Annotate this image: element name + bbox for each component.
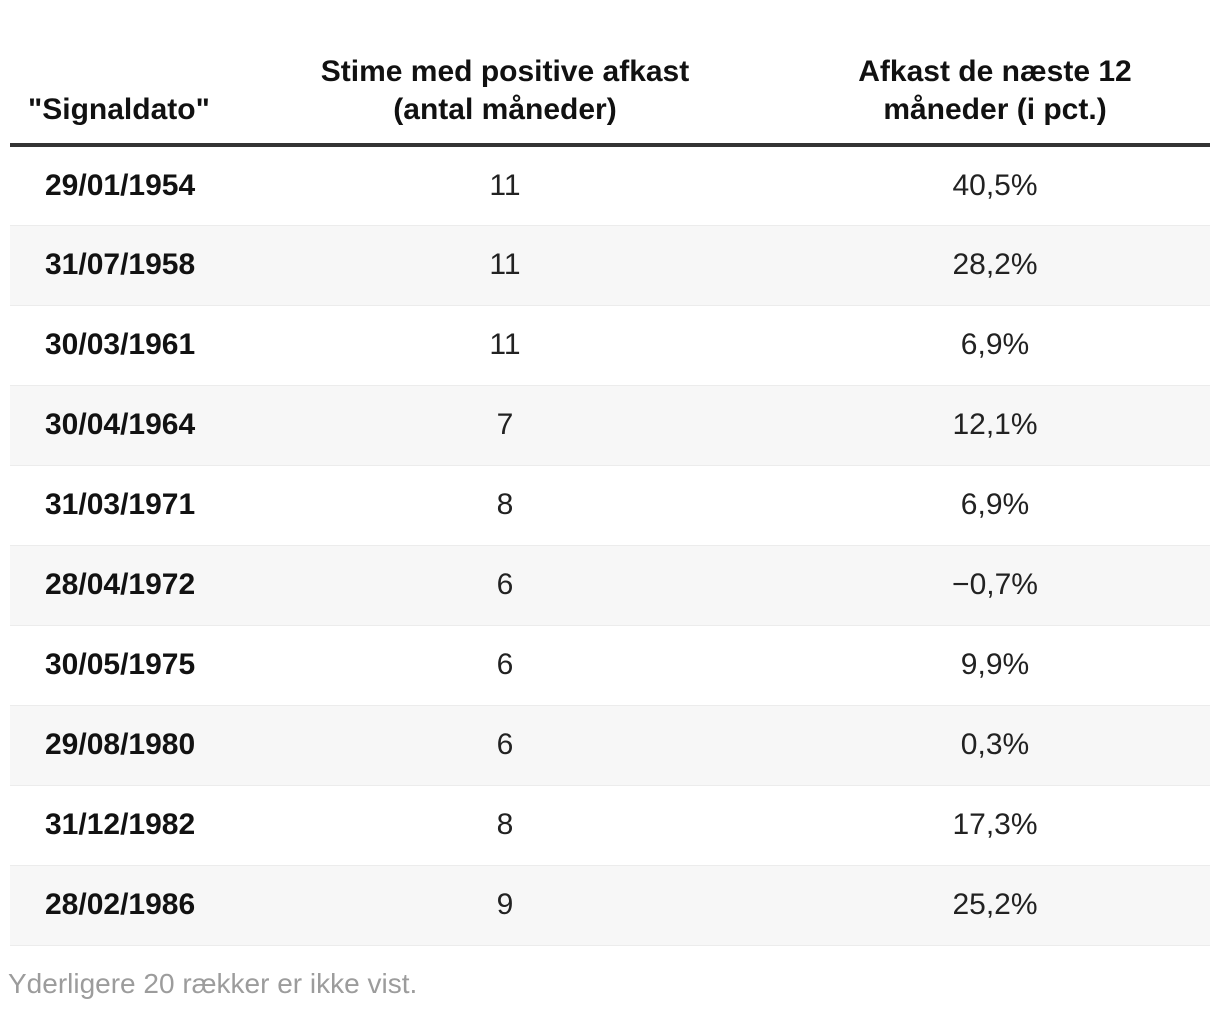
- table-row: 31/07/1958 11 28,2%: [10, 225, 1210, 305]
- table-row: 30/05/1975 6 9,9%: [10, 625, 1210, 705]
- streak-months-cell: 11: [489, 328, 521, 361]
- column-header-signaldato: "Signaldato": [10, 0, 230, 147]
- return-pct-cell: 17,3%: [952, 808, 1038, 841]
- return-pct-cell: 9,9%: [960, 648, 1030, 681]
- return-pct-cell: 12,1%: [952, 408, 1038, 441]
- streak-months-cell: 8: [496, 808, 514, 841]
- signal-returns-table: "Signaldato" Stime med positive afkast (…: [10, 0, 1210, 946]
- column-header-stime: Stime med positive afkast (antal måneder…: [230, 0, 780, 147]
- column-header-label-line2: (antal måneder): [393, 93, 617, 126]
- signal-date-cell: 31/07/1958: [45, 248, 196, 281]
- signal-date-cell: 28/04/1972: [45, 568, 196, 601]
- return-pct-cell: −0,7%: [952, 568, 1038, 601]
- return-pct-cell: 28,2%: [952, 248, 1038, 281]
- table-body: 29/01/1954 11 40,5% 31/07/1958 11 28,2% …: [10, 145, 1210, 945]
- streak-months-cell: 6: [496, 728, 514, 761]
- table-row: 30/04/1964 7 12,1%: [10, 385, 1210, 465]
- table-row: 30/03/1961 11 6,9%: [10, 305, 1210, 385]
- column-header-label-line2: måneder (i pct.): [883, 93, 1107, 126]
- table-row: 28/04/1972 6 −0,7%: [10, 545, 1210, 625]
- table-row: 29/08/1980 6 0,3%: [10, 705, 1210, 785]
- signal-date-cell: 30/04/1964: [45, 408, 196, 441]
- streak-months-cell: 7: [496, 408, 514, 441]
- streak-months-cell: 6: [496, 568, 514, 601]
- table-row: 31/12/1982 8 17,3%: [10, 785, 1210, 865]
- return-pct-cell: 0,3%: [960, 728, 1030, 761]
- signal-date-cell: 29/08/1980: [45, 728, 196, 761]
- column-header-label-line1: Afkast de næste 12: [858, 55, 1132, 88]
- signal-date-cell: 30/03/1961: [45, 328, 196, 361]
- return-pct-cell: 25,2%: [952, 888, 1038, 921]
- header-row: "Signaldato" Stime med positive afkast (…: [10, 0, 1210, 147]
- return-pct-cell: 6,9%: [960, 328, 1030, 361]
- signal-date-cell: 28/02/1986: [45, 888, 196, 921]
- table-row: 31/03/1971 8 6,9%: [10, 465, 1210, 545]
- data-table-container: "Signaldato" Stime med positive afkast (…: [10, 0, 1210, 946]
- return-pct-cell: 6,9%: [960, 488, 1030, 521]
- column-header-afkast: Afkast de næste 12 måneder (i pct.): [780, 0, 1210, 147]
- table-row: 28/02/1986 9 25,2%: [10, 865, 1210, 945]
- column-header-label: "Signaldato": [28, 93, 210, 126]
- column-header-label-line1: Stime med positive afkast: [320, 55, 690, 88]
- signal-date-cell: 31/12/1982: [45, 808, 196, 841]
- signal-date-cell: 31/03/1971: [45, 488, 196, 521]
- streak-months-cell: 8: [496, 488, 514, 521]
- return-pct-cell: 40,5%: [952, 168, 1038, 202]
- table-header: "Signaldato" Stime med positive afkast (…: [10, 0, 1210, 147]
- signal-date-cell: 29/01/1954: [45, 168, 196, 202]
- signal-date-cell: 30/05/1975: [45, 648, 196, 681]
- streak-months-cell: 11: [489, 168, 521, 202]
- streak-months-cell: 9: [496, 888, 514, 921]
- streak-months-cell: 6: [496, 648, 514, 681]
- table-row: 29/01/1954 11 40,5%: [10, 145, 1210, 225]
- hidden-rows-note: Yderligere 20 rækker er ikke vist.: [8, 967, 418, 999]
- streak-months-cell: 11: [489, 248, 521, 281]
